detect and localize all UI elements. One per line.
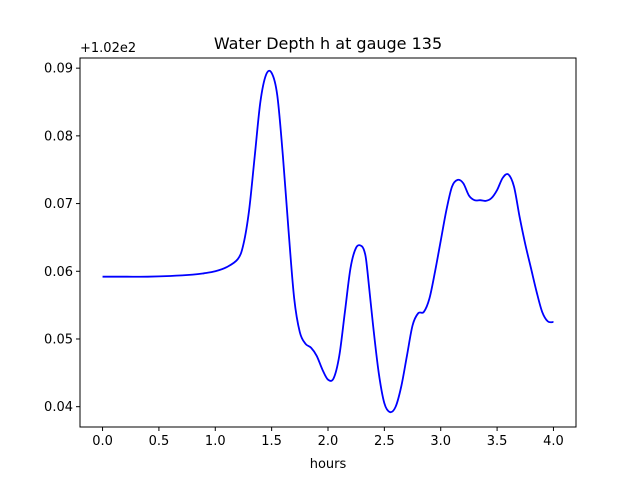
plot-frame	[79, 57, 577, 428]
y-tick-label: 0.08	[44, 129, 73, 144]
x-tick-label: 4.0	[543, 434, 564, 449]
x-tick-label: 0.5	[149, 434, 170, 449]
y-tick-label: 0.09	[44, 62, 73, 77]
y-tick-label: 0.06	[44, 265, 73, 280]
x-tick-label: 2.0	[318, 434, 339, 449]
x-tick-label: 1.5	[261, 434, 282, 449]
x-axis-label: hours	[310, 457, 347, 472]
y-offset-label: +1.02e2	[80, 41, 136, 56]
y-tick-label: 0.05	[44, 332, 73, 347]
y-tick-label: 0.07	[44, 197, 73, 212]
y-tick-label: 0.04	[44, 400, 73, 415]
ticks-layer: 0.0 0.5 1.0 1.5 2.0 2.5 3.0 3.5 4.0 0.04 0.05 0.06 0…	[44, 62, 564, 449]
x-tick-label: 2.5	[374, 434, 395, 449]
x-tick-label: 1.0	[205, 434, 226, 449]
x-tick-label: 3.5	[487, 434, 508, 449]
chart-title: Water Depth h at gauge 135	[214, 34, 442, 53]
series-layer	[102, 69, 554, 414]
x-tick-label: 3.0	[430, 434, 451, 449]
series-line-0	[102, 69, 554, 414]
x-tick-label: 0.0	[92, 434, 113, 449]
